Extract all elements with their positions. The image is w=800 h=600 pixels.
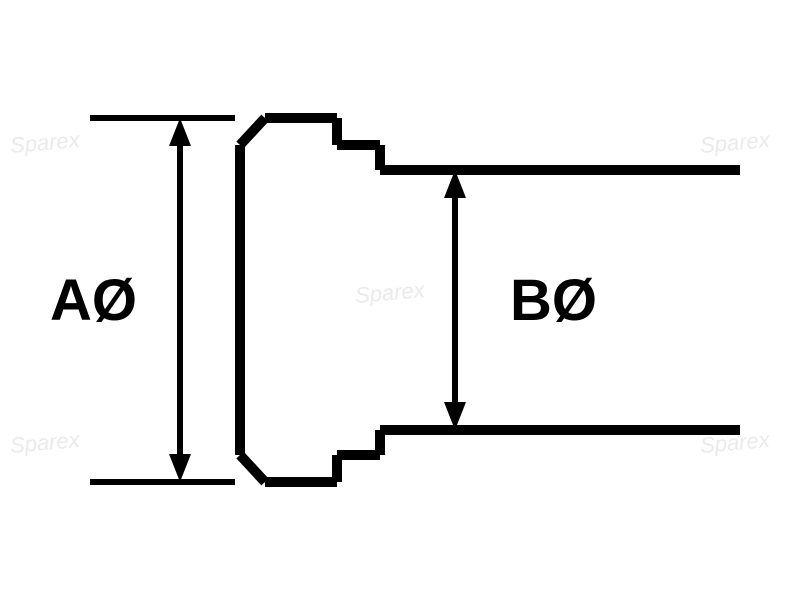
head-chamfer-outline bbox=[240, 118, 265, 482]
label-A-diameter: AØ bbox=[50, 268, 137, 333]
collar-outline bbox=[337, 118, 380, 482]
label-B-diameter: BØ bbox=[510, 268, 597, 333]
technical-diagram: AØ BØ bbox=[0, 0, 800, 600]
head-rect-outline bbox=[265, 118, 337, 482]
